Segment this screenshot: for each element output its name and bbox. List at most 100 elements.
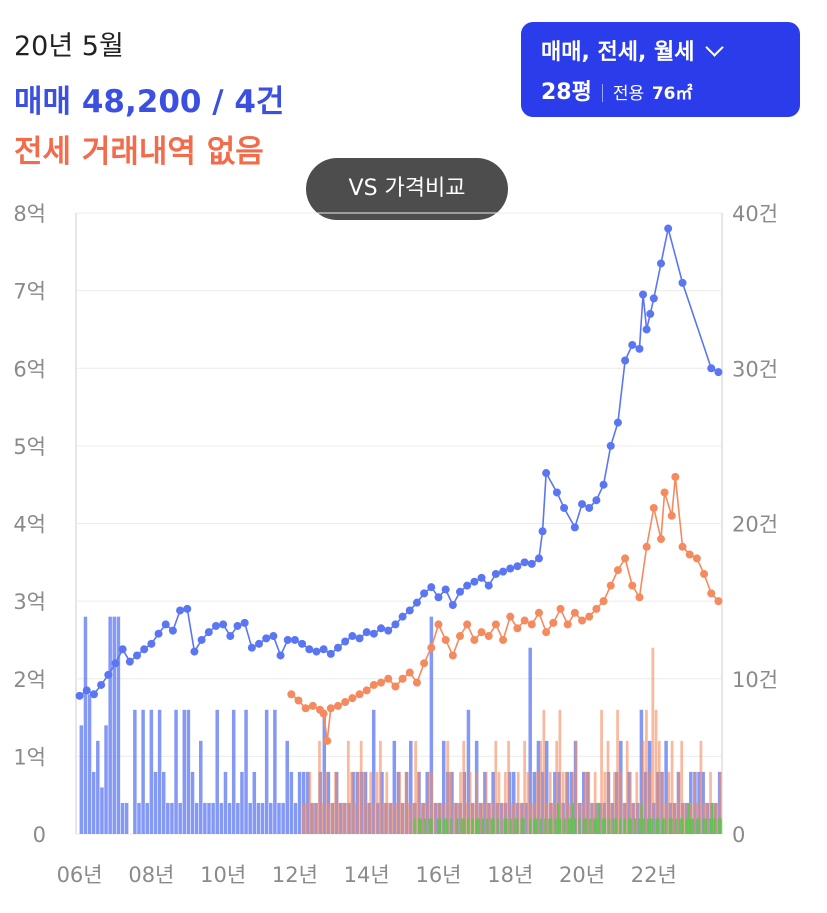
- area-label: 전용: [612, 84, 645, 104]
- sale-price-point: [176, 606, 185, 615]
- sale-volume-bar: [610, 802, 615, 834]
- jeonse-volume-bar: [705, 802, 709, 834]
- jeonse-volume-bar: [308, 771, 312, 834]
- jeonse-price-point: [685, 550, 694, 559]
- jeonse-volume-bar: [648, 771, 652, 834]
- sale-volume-bar: [713, 802, 718, 834]
- sale-price-point: [470, 577, 479, 586]
- jeonse-price-point: [520, 616, 529, 625]
- jeonse-volume-bar: [625, 740, 629, 834]
- sale-volume-bar: [260, 802, 265, 834]
- sale-volume-bar: [96, 740, 100, 834]
- jeonse-price-point: [707, 589, 716, 598]
- divider: [601, 84, 603, 102]
- jeonse-price-point: [592, 604, 601, 613]
- monthly-volume-bar: [539, 818, 542, 834]
- sale-volume-bar: [639, 709, 644, 834]
- jeonse-price-point: [621, 554, 630, 563]
- sale-price-point: [255, 639, 264, 648]
- monthly-volume-bar: [640, 802, 643, 834]
- monthly-volume-bar: [509, 818, 512, 834]
- monthly-volume-bar: [711, 802, 714, 834]
- jeonse-volume-bar: [311, 802, 315, 834]
- jeonse-price-point: [333, 701, 342, 710]
- jeonse-price-point: [341, 698, 350, 707]
- monthly-volume-bar: [572, 802, 575, 834]
- monthly-volume-bar: [492, 818, 495, 834]
- sale-price-point: [434, 593, 443, 602]
- x-tick-label: 08년: [128, 863, 174, 887]
- jeonse-volume-bar: [366, 802, 369, 834]
- x-tick-label: 22년: [631, 863, 677, 887]
- sale-volume-bar: [664, 740, 668, 834]
- y-tick-label: 8억: [13, 202, 46, 226]
- sale-price-point: [211, 621, 220, 630]
- jeonse-volume-bar: [699, 740, 703, 834]
- sale-price-point: [585, 503, 594, 512]
- monthly-volume-bar: [567, 818, 570, 834]
- jeonse-price-point: [671, 472, 680, 481]
- monthly-volume-bar: [563, 818, 566, 834]
- jeonse-volume-bar: [667, 771, 671, 834]
- jeonse-volume-bar: [715, 802, 719, 834]
- sale-volume-bar: [293, 802, 298, 834]
- jeonse-volume-bar: [398, 771, 401, 834]
- monthly-volume-bar: [443, 818, 446, 834]
- jeonse-volume-bar: [564, 771, 568, 834]
- sale-price-point: [448, 601, 457, 610]
- y-tick-label: 2억: [13, 668, 46, 692]
- sale-volume-bar: [371, 709, 376, 834]
- sale-volume-bar: [211, 802, 215, 834]
- jeonse-volume-bar: [302, 802, 305, 834]
- sale-volume-bar: [240, 771, 244, 834]
- y2-tick-label: 40건: [732, 202, 778, 226]
- sale-volume-bar: [199, 740, 203, 834]
- jeonse-volume-bar: [404, 771, 408, 834]
- monthly-volume-bar: [557, 802, 560, 834]
- vs-compare-button[interactable]: VS 가격비교: [306, 158, 508, 220]
- jeonse-volume-bar: [417, 771, 421, 834]
- transaction-type-selector[interactable]: 매매, 전세, 월세 28평 전용 76㎡: [521, 22, 800, 117]
- jeonse-volume-bar: [693, 771, 696, 834]
- jeonse-volume-bar: [600, 709, 603, 834]
- jeonse-price-point: [448, 651, 457, 660]
- jeonse-price-point: [308, 701, 317, 710]
- monthly-volume-bar: [619, 818, 622, 834]
- monthly-volume-bar: [516, 818, 519, 834]
- monthly-volume-bar: [554, 818, 557, 834]
- sale-volume-bar: [83, 616, 88, 834]
- jeonse-price-point: [563, 620, 572, 629]
- jeonse-volume-bar: [677, 771, 680, 834]
- monthly-volume-bar: [428, 818, 431, 834]
- y2-tick-label: 20건: [732, 513, 778, 537]
- jeonse-price-point: [491, 620, 500, 629]
- sale-price-point: [89, 690, 98, 699]
- monthly-volume-bar: [417, 818, 420, 834]
- jeonse-price-point: [294, 696, 303, 705]
- sale-price-point: [456, 587, 465, 596]
- jeonse-price-point: [578, 616, 587, 625]
- sale-price-point: [384, 626, 393, 635]
- jeonse-volume-bar: [558, 709, 562, 834]
- monthly-volume-bar: [649, 818, 652, 834]
- sale-price-point: [362, 628, 371, 637]
- monthly-volume-bar: [550, 818, 553, 834]
- jeonse-volume-bar: [350, 771, 353, 834]
- sale-volume-bar: [553, 771, 557, 834]
- jeonse-volume-bar: [359, 740, 363, 834]
- sale-volume-bar: [79, 725, 84, 834]
- sale-volume-bar: [289, 771, 294, 834]
- jeonse-volume-bar: [391, 802, 395, 834]
- jeonse-volume-bar: [561, 771, 565, 834]
- area-value: 76㎡: [651, 84, 693, 104]
- sale-volume-bar: [108, 616, 112, 834]
- jeonse-volume-bar: [683, 802, 687, 834]
- sale-price-point: [355, 634, 364, 643]
- monthly-volume-bar: [475, 818, 478, 834]
- sale-volume-bar: [322, 709, 327, 834]
- sale-volume-bar: [207, 802, 211, 834]
- sale-volume-bar: [87, 694, 92, 834]
- monthly-volume-bar: [595, 818, 598, 834]
- x-tick-label: 06년: [57, 863, 103, 887]
- jeonse-volume-bar: [430, 771, 434, 834]
